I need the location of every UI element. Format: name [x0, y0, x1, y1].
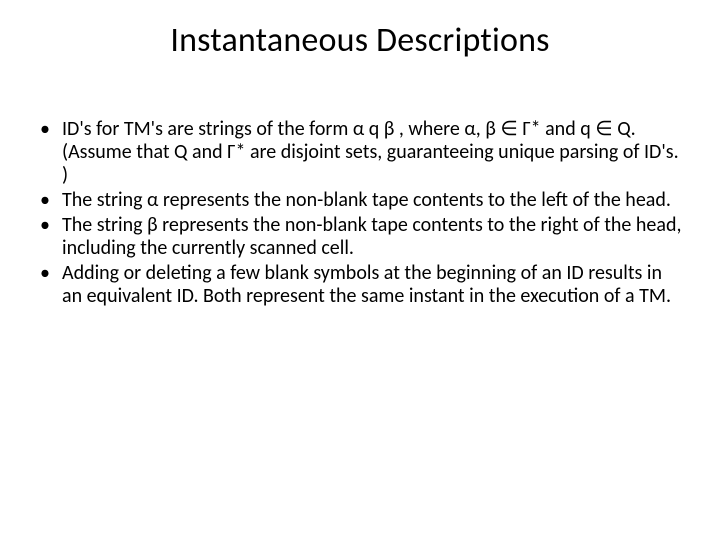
list-item: The string β represents the non-blank ta…: [38, 214, 686, 260]
bullet-list-1: ID's for TM's are strings of the form α …: [38, 118, 686, 260]
slide: Instantaneous Descriptions ID's for TM's…: [0, 0, 720, 540]
bullet-text: Adding or deleting a few blank symbols a…: [62, 261, 671, 308]
list-item: ID's for TM's are strings of the form α …: [38, 118, 686, 187]
bullet-list-2: Adding or deleting a few blank symbols a…: [38, 262, 686, 308]
bullet-text: The string α represents the non-blank ta…: [62, 188, 671, 212]
bullet-text: ID's for TM's are strings of the form α …: [62, 117, 679, 187]
list-item: The string α represents the non-blank ta…: [38, 189, 686, 212]
slide-body: ID's for TM's are strings of the form α …: [38, 118, 686, 310]
slide-title: Instantaneous Descriptions: [0, 20, 720, 61]
list-item: Adding or deleting a few blank symbols a…: [38, 262, 686, 308]
bullet-text: The string β represents the non-blank ta…: [62, 213, 681, 260]
